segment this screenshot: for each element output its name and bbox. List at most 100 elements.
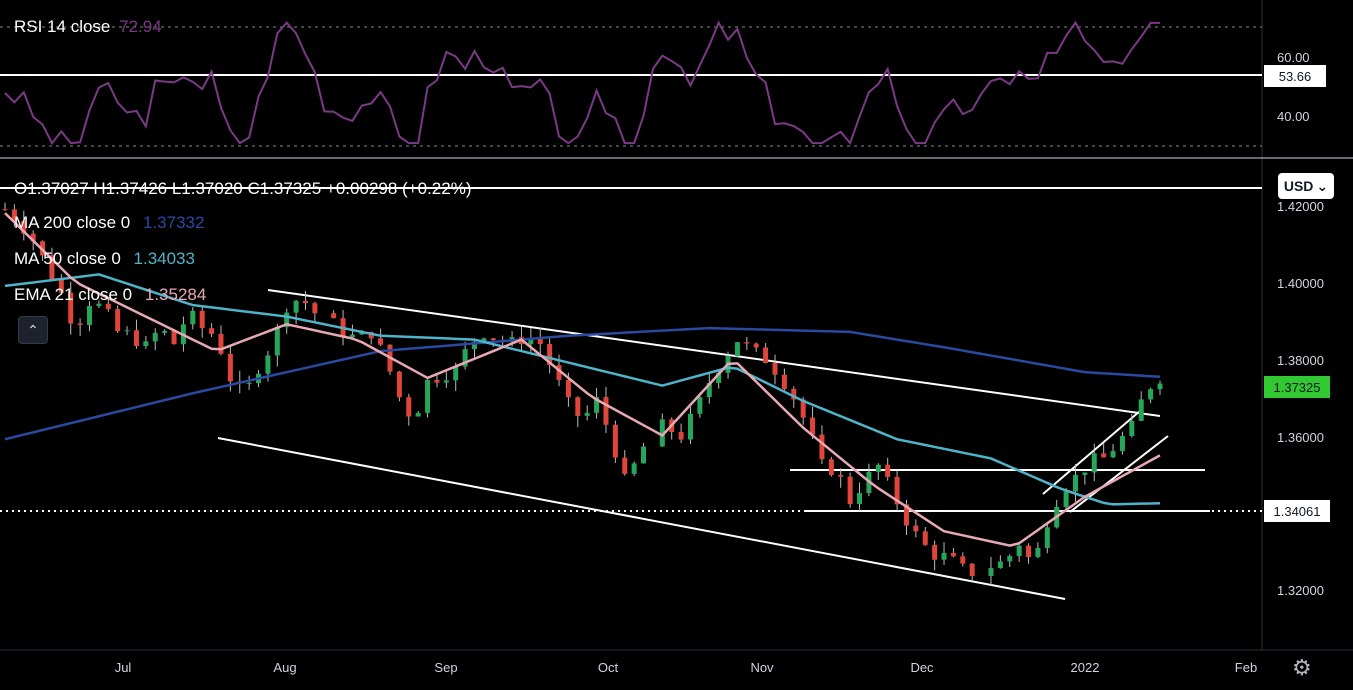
candle-body xyxy=(603,397,609,425)
candle-body xyxy=(96,303,102,307)
candle-body xyxy=(556,365,562,380)
candle-body xyxy=(594,397,600,413)
candle-body xyxy=(1007,556,1013,562)
chevron-down-icon: ⌄ xyxy=(1316,177,1329,194)
candle-body xyxy=(1138,399,1144,421)
candle-body xyxy=(434,379,440,383)
candle-body xyxy=(209,328,215,334)
candle-body xyxy=(312,303,318,314)
price-axis: 1.42000 1.40000 1.38000 1.36000 1.32000 … xyxy=(1264,199,1330,598)
moving-averages xyxy=(4,212,1161,547)
candle-body xyxy=(472,341,478,350)
candle-body xyxy=(800,399,806,418)
candle-body xyxy=(547,344,553,366)
candle-body xyxy=(396,371,402,398)
candle-body xyxy=(857,493,863,505)
price-tick: 1.40000 xyxy=(1277,276,1324,291)
candle-body xyxy=(302,300,308,304)
rsi-legend[interactable]: RSI 14 close 72.94 xyxy=(14,17,162,37)
ma-series-line-2 xyxy=(4,212,1161,547)
candle-body xyxy=(659,419,665,447)
candle-body xyxy=(819,434,825,460)
candle-body xyxy=(537,338,543,345)
price-tick: 1.36000 xyxy=(1277,430,1324,445)
candle-body xyxy=(922,531,928,545)
rising-channel-top xyxy=(1042,410,1141,495)
ma-series-line-0 xyxy=(4,326,1161,441)
candle-body xyxy=(21,220,27,234)
candle-body xyxy=(631,463,637,474)
rsi-level-badge xyxy=(1264,65,1326,87)
candle-body xyxy=(697,397,703,414)
candle-body xyxy=(115,309,121,332)
currency-label: USD xyxy=(1283,178,1314,194)
candle-body xyxy=(612,424,618,458)
time-tick: Oct xyxy=(598,660,619,675)
legend-ma50[interactable]: MA 50 close 0 1.34033 xyxy=(14,249,195,269)
candle-body xyxy=(791,388,797,400)
candle-body xyxy=(565,379,571,398)
time-tick: Nov xyxy=(750,660,774,675)
rsi-legend-name: RSI 14 close xyxy=(14,17,111,36)
legend-ma200[interactable]: MA 200 close 0 1.37332 xyxy=(14,213,204,233)
candle-body xyxy=(810,417,816,435)
candle-body xyxy=(199,310,205,329)
candle-body xyxy=(462,349,468,367)
candle-body xyxy=(124,330,130,332)
candle-body xyxy=(622,457,628,474)
candle-body xyxy=(997,561,1003,569)
candle-body xyxy=(1110,451,1116,458)
legend-ema21-value: 1.35284 xyxy=(144,285,207,304)
legend-ema21[interactable]: EMA 21 close 0 1.35284 xyxy=(14,285,206,305)
candle-body xyxy=(105,303,111,310)
time-tick: Aug xyxy=(273,660,296,675)
ma-series-line-1 xyxy=(4,273,1161,506)
gear-icon[interactable]: ⚙ xyxy=(1292,655,1312,680)
candle-body xyxy=(913,525,919,532)
rsi-series-line xyxy=(4,20,1160,146)
candle-body xyxy=(368,331,374,339)
candle-body xyxy=(143,341,149,347)
candle-body xyxy=(331,313,337,319)
legend-ema21-name: EMA 21 close 0 xyxy=(14,285,133,304)
last-price-badge xyxy=(1264,376,1330,398)
candle-body xyxy=(941,552,947,560)
candle-body xyxy=(349,334,355,338)
legend-ma50-name: MA 50 close 0 xyxy=(14,249,121,268)
candle-body xyxy=(227,353,233,382)
candle-body xyxy=(781,374,787,389)
candle-body xyxy=(171,330,177,345)
channel-bottom-line xyxy=(217,437,1066,600)
candle-body xyxy=(30,233,36,242)
candle-body xyxy=(1072,474,1078,492)
candle-body xyxy=(734,342,740,357)
time-tick: Dec xyxy=(910,660,934,675)
candle-body xyxy=(772,362,778,375)
level-badge xyxy=(1264,500,1330,522)
rsi-legend-value: 72.94 xyxy=(119,17,162,36)
candle-body xyxy=(988,568,994,577)
candle-body xyxy=(68,292,74,324)
candle-body xyxy=(1101,453,1107,458)
candle-body xyxy=(960,556,966,564)
candle-body xyxy=(425,379,431,413)
collapse-legend-button[interactable]: ⌃ xyxy=(18,316,48,344)
candle-body xyxy=(87,306,93,325)
candle-body xyxy=(1129,420,1135,436)
candle-body xyxy=(406,397,412,417)
candle-body xyxy=(706,383,712,398)
candle-body xyxy=(1016,545,1022,557)
rsi-tick-60: 60.00 xyxy=(1277,50,1310,65)
candle-body xyxy=(584,412,590,416)
candle-body xyxy=(133,330,139,347)
candle-body xyxy=(950,552,956,557)
candle-body xyxy=(678,432,684,440)
candle-body xyxy=(1044,527,1050,548)
candle-body xyxy=(359,331,365,335)
time-tick: Jul xyxy=(115,660,132,675)
candle-body xyxy=(246,383,252,385)
candle-body xyxy=(894,476,900,505)
currency-select[interactable]: USD ⌄ xyxy=(1278,173,1334,199)
candle-body xyxy=(49,255,55,280)
